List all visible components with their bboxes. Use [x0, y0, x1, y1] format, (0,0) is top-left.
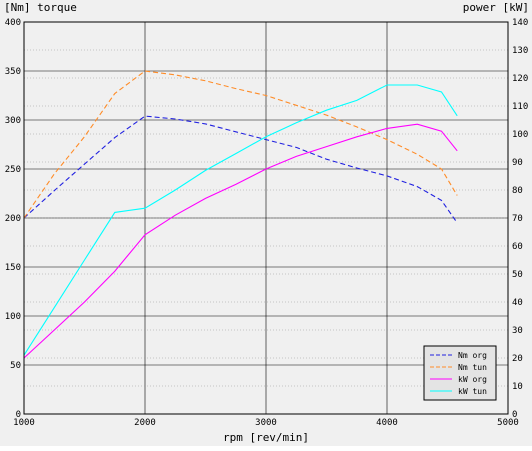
x-tick-labels: 1000 2000 3000 4000 5000 — [13, 418, 519, 428]
y-right-tick-labels: 0 10 20 30 40 50 60 70 80 90 100 110 120 130 140 — [512, 18, 528, 420]
y-right-tick-label-2: 20 — [512, 354, 523, 364]
y-left-axis-title: [Nm] torque — [4, 1, 77, 14]
y-left-tick-label-5: 250 — [5, 165, 21, 175]
x-tick-label-1: 2000 — [134, 418, 156, 428]
y-right-tick-label-6: 60 — [512, 242, 523, 252]
y-right-tick-label-7: 70 — [512, 214, 523, 224]
y-right-axis-title: power [kW] — [463, 1, 529, 14]
legend-label-1: Nm tun — [458, 363, 487, 372]
series-line-nm-org — [23, 115, 458, 224]
x-tick-label-3: 4000 — [376, 418, 398, 428]
y-right-tick-label-9: 90 — [512, 158, 523, 168]
y-left-tick-label-3: 150 — [5, 263, 21, 273]
y-left-tick-label-0: 0 — [16, 410, 21, 420]
legend-label-3: kW tun — [458, 387, 487, 396]
x-tick-label-4: 5000 — [497, 418, 519, 428]
x-tick-label-2: 3000 — [255, 418, 277, 428]
y-left-tick-label-6: 300 — [5, 116, 21, 126]
y-right-tick-label-12: 120 — [512, 74, 528, 84]
x-tick-label-0: 1000 — [13, 418, 35, 428]
y-right-tick-label-0: 0 — [512, 410, 517, 420]
series-line-nm-tun — [23, 70, 458, 219]
series-line-kw-tun — [23, 84, 458, 356]
y-right-tick-label-5: 50 — [512, 270, 523, 280]
series-line-kw-org — [23, 123, 458, 359]
y-left-tick-label-1: 50 — [10, 361, 21, 371]
y-left-tick-label-7: 350 — [5, 67, 21, 77]
legend: Nm org Nm tun kW org kW tun — [423, 345, 497, 401]
y-left-tick-label-4: 200 — [5, 214, 21, 224]
y-left-tick-label-8: 400 — [5, 18, 21, 28]
y-left-tick-label-2: 100 — [5, 312, 21, 322]
y-right-tick-label-11: 110 — [512, 102, 528, 112]
y-right-tick-label-4: 40 — [512, 298, 523, 308]
legend-label-2: kW org — [458, 375, 487, 384]
y-right-tick-label-3: 30 — [512, 326, 523, 336]
y-right-tick-label-1: 10 — [512, 382, 523, 392]
x-axis-title: rpm [rev/min] — [223, 431, 309, 444]
y-right-tick-label-8: 80 — [512, 186, 523, 196]
y-right-tick-label-14: 140 — [512, 18, 528, 28]
y-left-tick-labels: 0 50 100 150 200 250 300 350 400 — [5, 18, 21, 420]
y-right-tick-label-13: 130 — [512, 46, 528, 56]
legend-label-0: Nm org — [458, 351, 487, 360]
plot-frame — [23, 21, 509, 415]
y-right-tick-label-10: 100 — [512, 130, 528, 140]
series-lines — [23, 70, 458, 359]
